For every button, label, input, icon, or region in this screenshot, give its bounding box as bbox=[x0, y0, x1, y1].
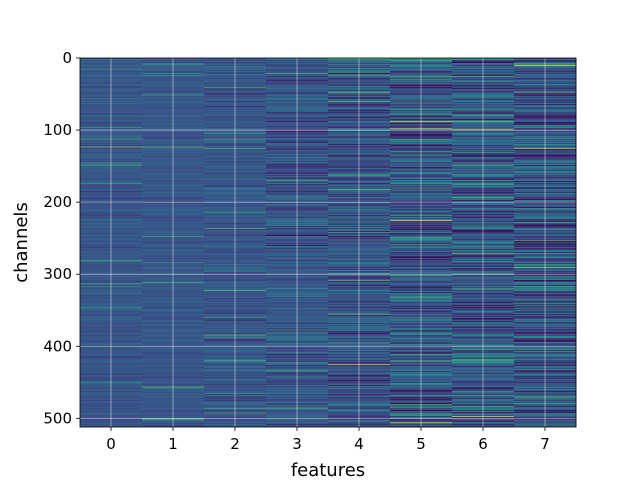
grid-lines bbox=[80, 57, 576, 427]
x-axis-label: features bbox=[291, 460, 365, 480]
x-tick-label: 5 bbox=[416, 435, 426, 453]
y-tick-label: 500 bbox=[43, 409, 72, 427]
x-tick-label: 2 bbox=[230, 435, 240, 453]
y-axis-ticks: 0 100 200 300 400 500 bbox=[43, 49, 80, 427]
x-tick-label: 6 bbox=[478, 435, 488, 453]
heatmap-cells bbox=[80, 58, 577, 428]
x-tick-label: 4 bbox=[354, 435, 364, 453]
x-axis-ticks: 0 1 2 3 4 5 6 7 bbox=[106, 427, 550, 453]
y-axis-label: channels bbox=[11, 202, 32, 283]
x-tick-label: 7 bbox=[540, 435, 550, 453]
x-tick-label: 0 bbox=[106, 435, 116, 453]
y-tick-label: 300 bbox=[43, 265, 72, 283]
y-tick-label: 400 bbox=[43, 337, 72, 355]
x-tick-label: 1 bbox=[168, 435, 178, 453]
plot-frame bbox=[79, 57, 577, 428]
y-tick-label: 0 bbox=[62, 49, 72, 67]
y-tick-label: 200 bbox=[43, 193, 72, 211]
x-tick-label: 3 bbox=[292, 435, 302, 453]
y-tick-label: 100 bbox=[43, 121, 72, 139]
